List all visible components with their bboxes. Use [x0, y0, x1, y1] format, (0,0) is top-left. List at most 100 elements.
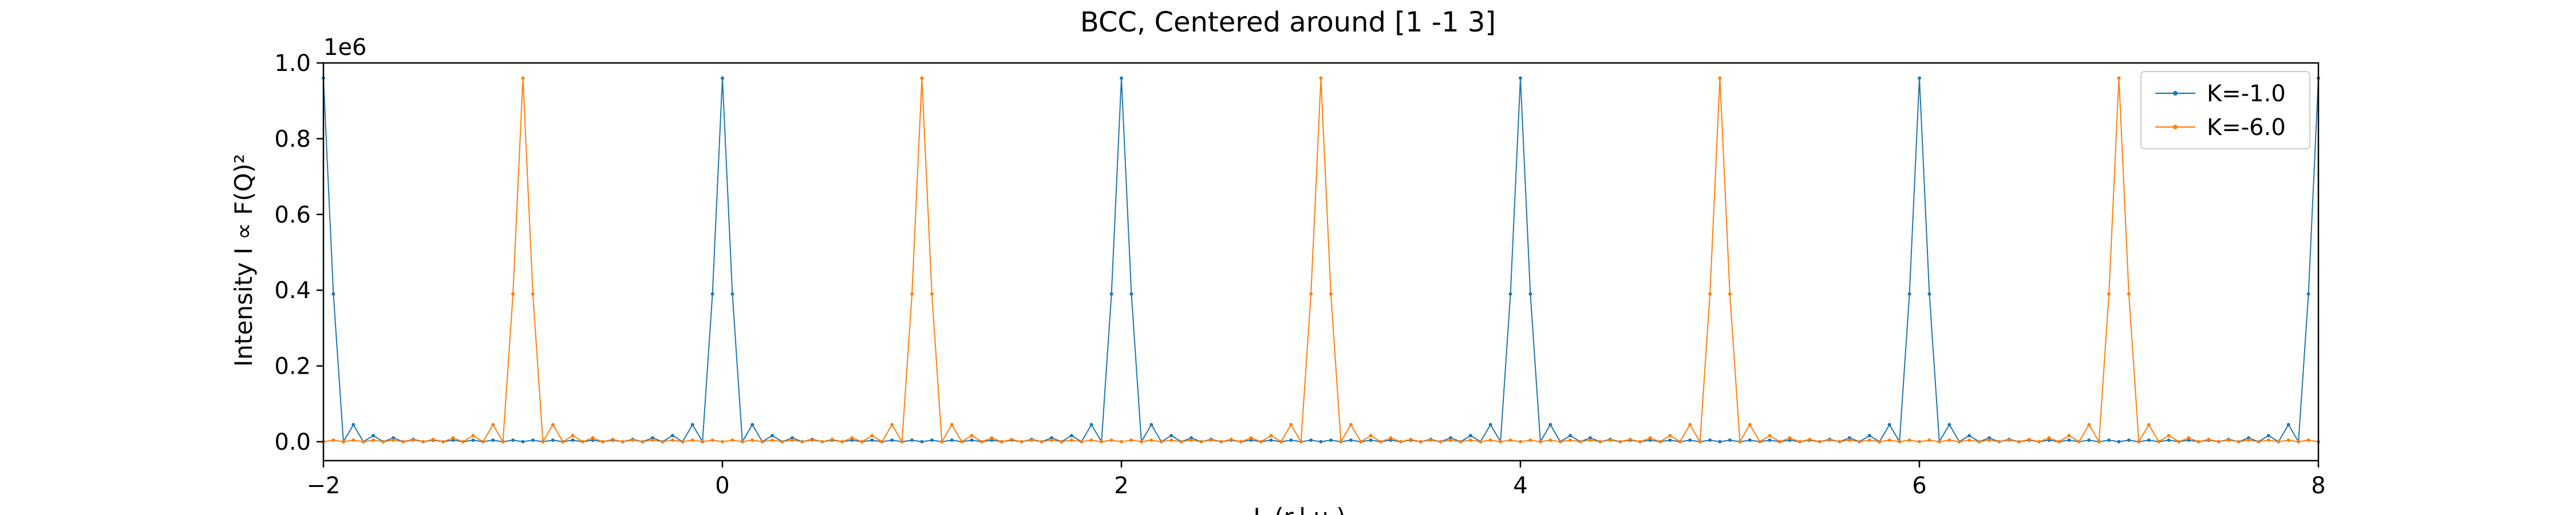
data-point	[690, 438, 694, 442]
data-point	[1898, 439, 1902, 443]
data-point	[1190, 438, 1193, 442]
data-point	[1778, 439, 1782, 443]
data-point	[690, 423, 694, 427]
data-point	[1708, 438, 1712, 442]
data-point	[381, 439, 385, 443]
data-point	[1858, 439, 1862, 443]
data-point	[2017, 439, 2021, 443]
x-tick-label: 2	[1114, 473, 1128, 499]
data-point	[1080, 439, 1084, 443]
data-point	[1927, 438, 1931, 442]
data-point	[910, 292, 914, 296]
data-point	[1688, 423, 1692, 427]
data-point	[2127, 292, 2131, 296]
data-point	[800, 439, 804, 443]
data-point	[1050, 438, 1053, 442]
data-point	[1808, 437, 1812, 441]
data-point	[372, 438, 376, 442]
data-point	[1398, 439, 1402, 443]
data-point	[1289, 423, 1293, 427]
data-point	[730, 438, 734, 442]
data-point	[1369, 434, 1373, 438]
legend-marker-k-minus-1	[2173, 91, 2178, 96]
data-point	[2097, 439, 2101, 443]
data-point	[1957, 439, 1961, 443]
data-point	[611, 437, 615, 441]
data-point	[771, 434, 775, 438]
legend: K=-1.0 K=-6.0	[2140, 71, 2310, 149]
data-point	[511, 438, 515, 442]
data-point	[1608, 438, 1612, 442]
data-point	[2257, 439, 2261, 443]
data-point	[2037, 439, 2041, 443]
data-point	[830, 437, 834, 441]
data-point	[1967, 438, 1971, 442]
data-point	[1628, 437, 1632, 441]
data-point	[1289, 438, 1293, 442]
data-point	[710, 438, 714, 442]
y-tick-label: 1.0	[274, 50, 311, 77]
data-point	[1688, 438, 1692, 442]
x-ticks: −2 0 2 4 6 8	[307, 461, 2326, 499]
data-point	[1519, 439, 1522, 443]
data-point	[531, 292, 535, 296]
data-point	[890, 423, 894, 427]
data-point	[2196, 439, 2200, 443]
data-point	[1309, 292, 1313, 296]
data-point	[760, 439, 764, 443]
data-point	[2187, 436, 2191, 440]
data-point	[1089, 438, 1093, 442]
data-point	[1918, 76, 1921, 80]
data-point	[2117, 439, 2121, 443]
data-point	[1339, 439, 1343, 443]
data-point	[1967, 434, 1971, 438]
y-tick-label: 0.0	[274, 429, 311, 455]
data-point	[2177, 439, 2181, 443]
data-point	[1209, 438, 1213, 442]
data-point	[1997, 439, 2001, 443]
data-point	[1139, 439, 1143, 443]
data-point	[1488, 423, 1492, 427]
data-point	[1678, 439, 1682, 443]
data-point	[1907, 438, 1911, 442]
data-point	[1449, 438, 1452, 442]
data-point	[1698, 439, 1702, 443]
data-point	[521, 439, 525, 443]
y-tick-label: 0.6	[274, 202, 311, 228]
data-point	[1728, 292, 1732, 296]
data-point	[2127, 438, 2131, 442]
data-point	[2107, 292, 2111, 296]
data-point	[1907, 292, 1911, 296]
data-point	[1329, 438, 1333, 442]
data-point	[2007, 438, 2011, 442]
data-point	[1170, 438, 1174, 442]
data-point	[1638, 439, 1642, 443]
data-point	[1069, 434, 1073, 438]
data-point	[1828, 438, 1832, 442]
data-point	[2266, 438, 2270, 442]
data-point	[1748, 423, 1752, 427]
data-point	[950, 423, 954, 427]
data-point	[631, 438, 635, 442]
data-point	[341, 439, 345, 443]
data-point	[840, 439, 844, 443]
data-point	[1199, 439, 1203, 443]
data-point	[1100, 439, 1104, 443]
data-point	[2266, 434, 2270, 438]
data-point	[1299, 439, 1303, 443]
data-point	[1129, 292, 1133, 296]
data-point	[1738, 439, 1742, 443]
series-group	[322, 76, 2320, 444]
data-point	[551, 423, 555, 427]
data-point	[1927, 292, 1931, 296]
data-point	[2077, 439, 2081, 443]
y-tick-label: 0.4	[274, 278, 311, 304]
data-point	[1120, 76, 1123, 80]
data-point	[1878, 439, 1882, 443]
data-point	[900, 439, 904, 443]
data-point	[740, 439, 744, 443]
data-point	[1319, 439, 1323, 443]
data-point	[1089, 423, 1093, 427]
data-point	[351, 438, 355, 442]
data-point	[1419, 439, 1423, 443]
